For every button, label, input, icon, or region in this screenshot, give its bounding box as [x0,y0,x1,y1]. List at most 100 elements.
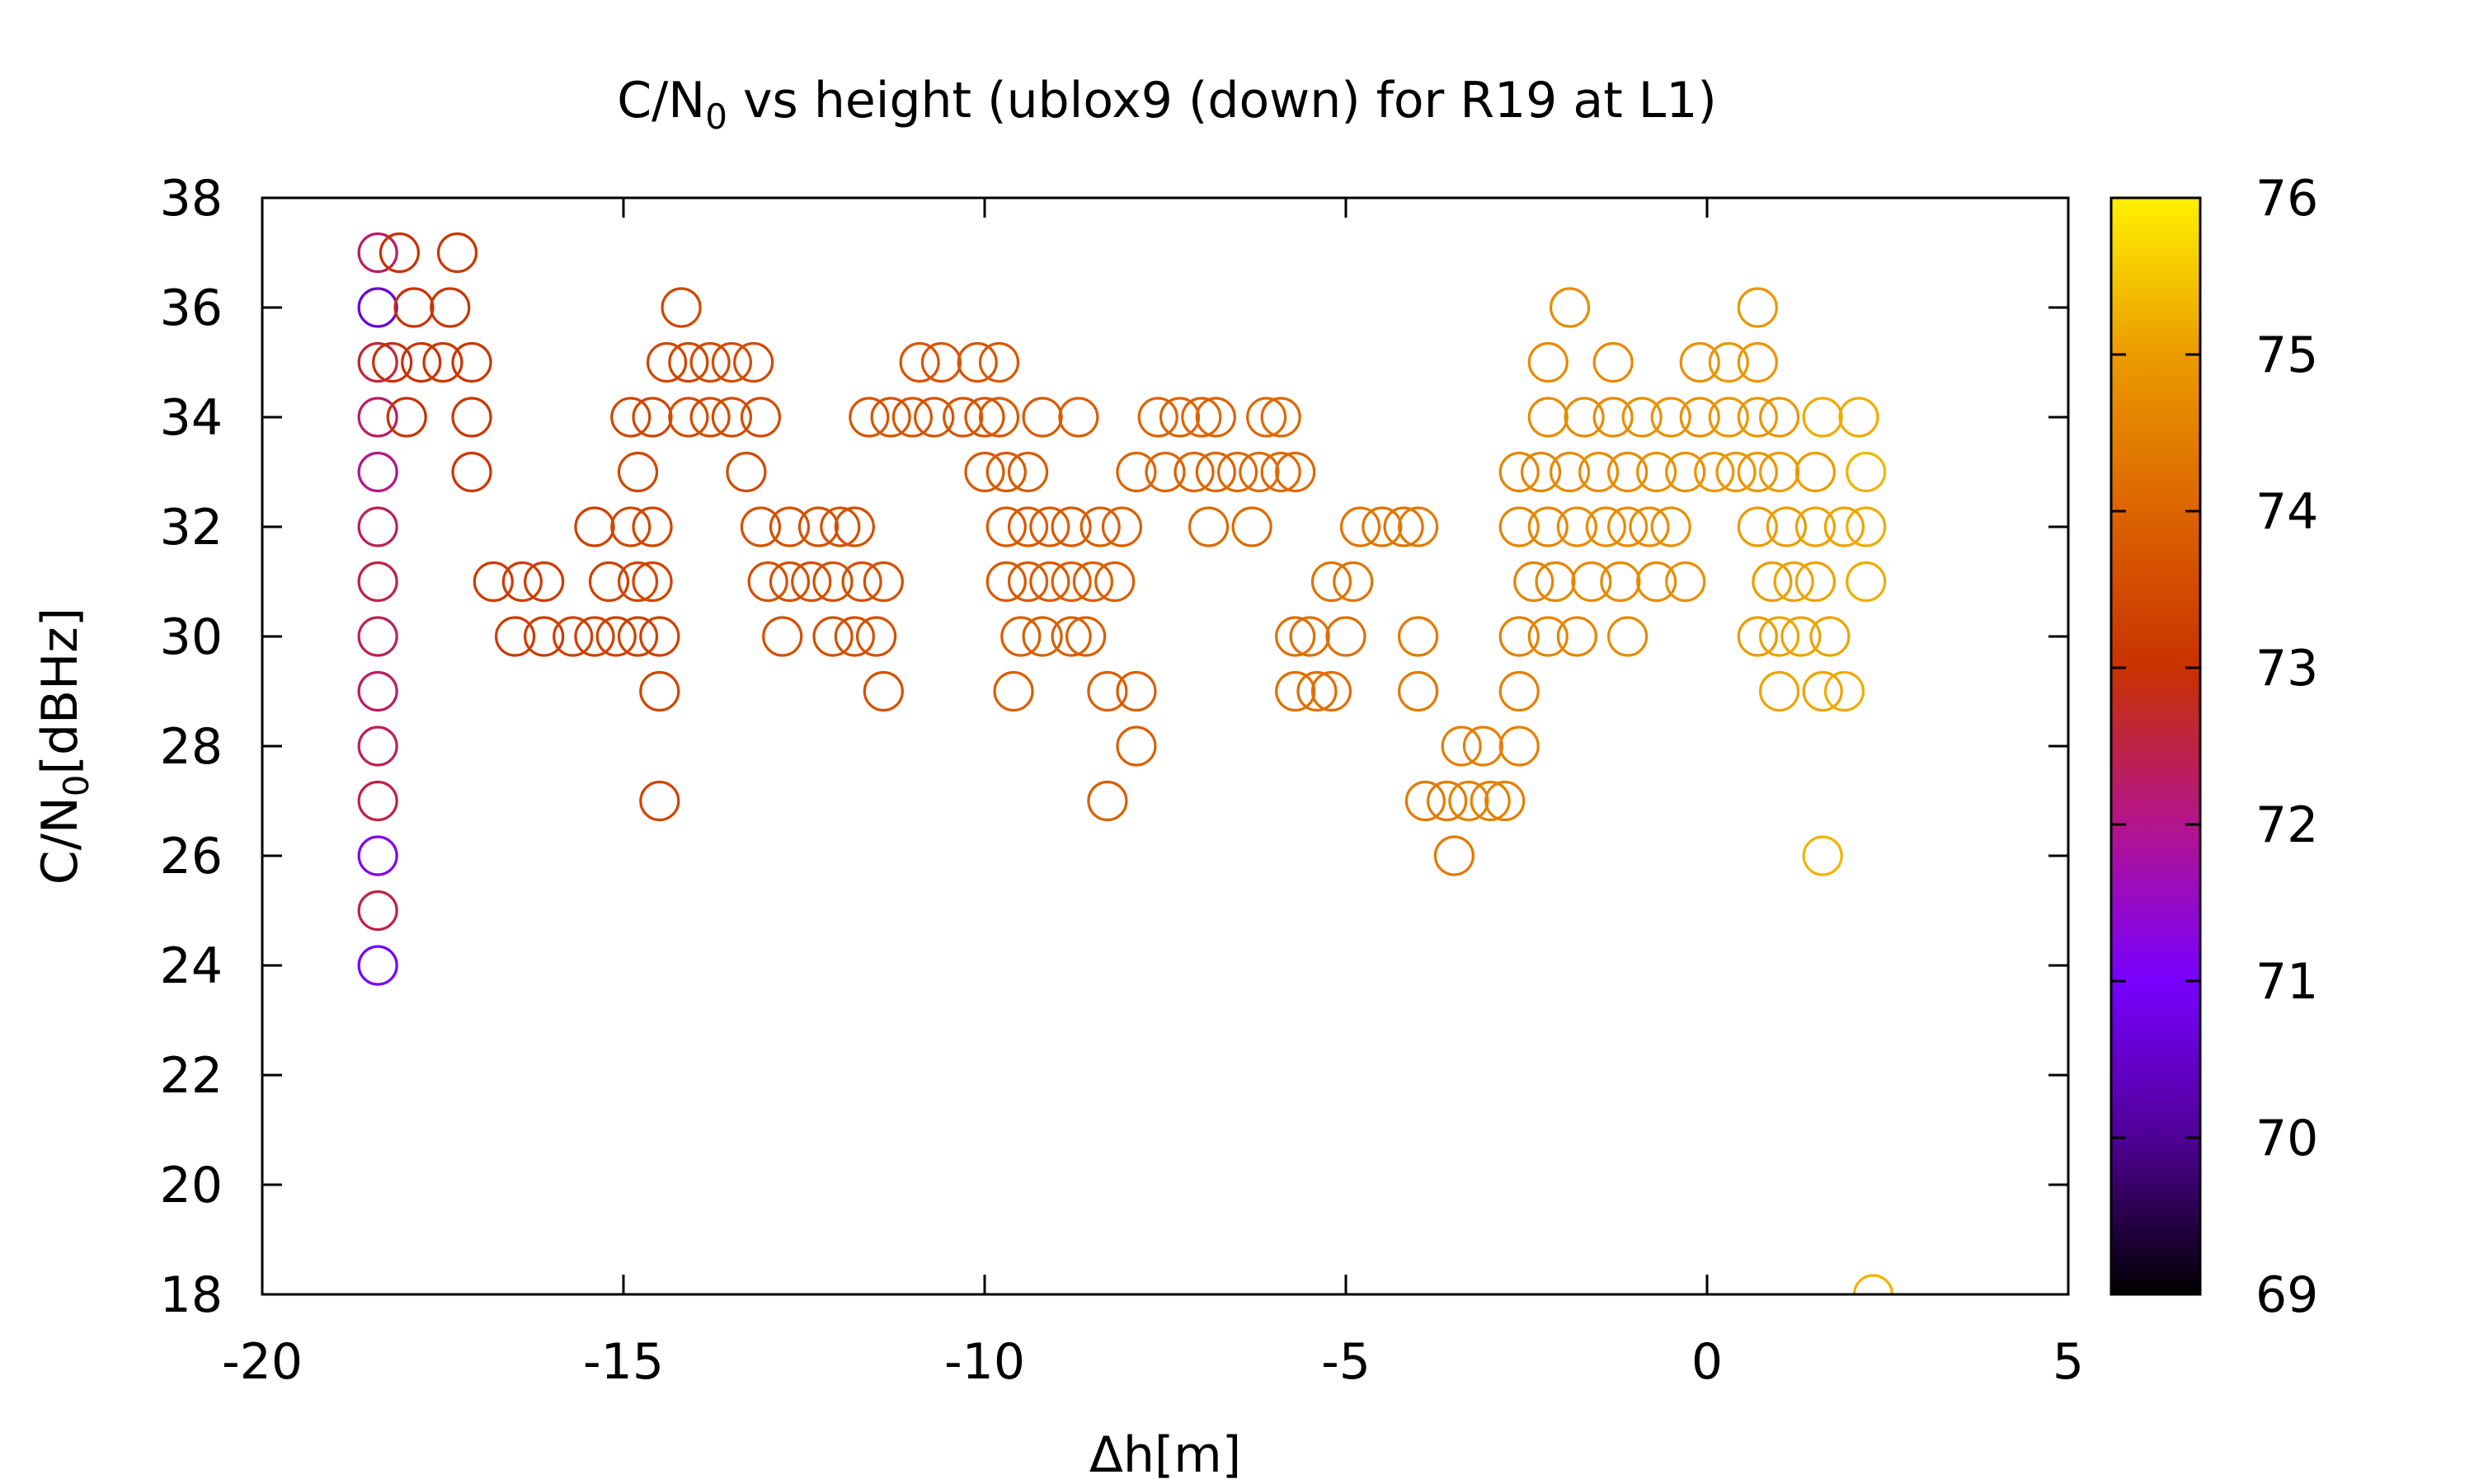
data-point [1333,561,1374,603]
data-point [1585,506,1626,547]
data-point [1737,451,1778,493]
data-point [357,232,398,274]
data-point [1101,506,1143,547]
colorbar-tick-label: 75 [2255,326,2318,384]
data-point [357,287,398,328]
data-point [1239,451,1280,493]
data-point [1520,451,1562,493]
data-point [1694,451,1735,493]
data-point [379,232,421,274]
data-point [1759,616,1800,657]
data-point [357,397,398,438]
data-point [849,397,890,438]
data-point [1527,616,1569,657]
data-point [1498,670,1540,712]
data-point [1007,561,1049,603]
data-point [553,616,594,657]
data-point [1498,726,1540,767]
data-point [1752,561,1793,603]
data-point [1181,397,1222,438]
data-point [386,397,427,438]
x-axis-label: Δh[m] [1089,1426,1241,1484]
data-point [1780,616,1822,657]
data-point [1759,397,1800,438]
data-point [1513,561,1554,603]
data-point [1000,616,1042,657]
data-point [863,561,904,603]
y-tick-label: 28 [160,718,223,776]
data-point [1195,397,1236,438]
data-point [1051,616,1092,657]
data-point [1441,726,1482,767]
data-point [1535,561,1576,603]
x-tick-label: -10 [944,1333,1025,1391]
data-point [1498,451,1540,493]
data-point [1484,780,1526,822]
data-point [1527,397,1569,438]
data-point [617,561,659,603]
data-point [985,451,1027,493]
data-point [1397,616,1439,657]
data-point [920,341,962,383]
colorbar-tick-label: 73 [2255,640,2318,697]
y-tick-label: 30 [160,608,223,666]
data-point [1462,726,1504,767]
data-point [1846,561,1887,603]
data-point [1362,506,1403,547]
data-point [1629,506,1670,547]
x-tick-label: -15 [583,1333,664,1391]
data-point [1809,616,1851,657]
data-point [1802,397,1843,438]
data-point [632,397,673,438]
data-point [639,670,680,712]
data-point [978,397,1020,438]
data-point [357,341,398,383]
y-tick-label: 18 [160,1266,223,1324]
data-point [1072,561,1114,603]
data-point [899,341,940,383]
data-point [1737,341,1778,383]
data-point [1325,616,1366,657]
data-point [1846,506,1887,547]
data-point [1087,670,1128,712]
data-point [769,506,811,547]
data-point [1737,397,1778,438]
data-point [957,341,998,383]
data-point [494,616,536,657]
data-point [1087,780,1128,822]
data-point [1275,616,1316,657]
data-point [1759,451,1800,493]
plot-frame [261,196,2070,1296]
data-point [595,616,637,657]
data-point [1607,451,1649,493]
data-point [711,341,753,383]
data-point [812,561,854,603]
data-point [1607,616,1649,657]
data-point [1592,397,1634,438]
data-point [357,890,398,932]
data-point [1051,506,1092,547]
data-point [1708,341,1749,383]
x-axis: -20 -15 -10 -5 0 5 [222,198,2084,1391]
data-point [791,561,832,603]
y-tick-label: 20 [160,1157,223,1214]
data-point [1079,506,1121,547]
data-point [574,616,615,657]
data-point [357,780,398,822]
data-point [1737,287,1778,328]
data-point [1051,561,1092,603]
data-point [1022,397,1063,438]
data-point [855,616,897,657]
data-point [1116,670,1157,712]
data-point [1556,506,1597,547]
data-point [1159,397,1201,438]
data-point [914,397,955,438]
data-point [357,506,398,547]
data-point [834,616,875,657]
data-point [726,451,767,493]
data-point [1383,506,1424,547]
colorbar-axis: 69 70 71 72 73 74 75 76 [2111,170,2318,1324]
data-point [733,341,774,383]
y-tick-label: 22 [160,1047,223,1105]
